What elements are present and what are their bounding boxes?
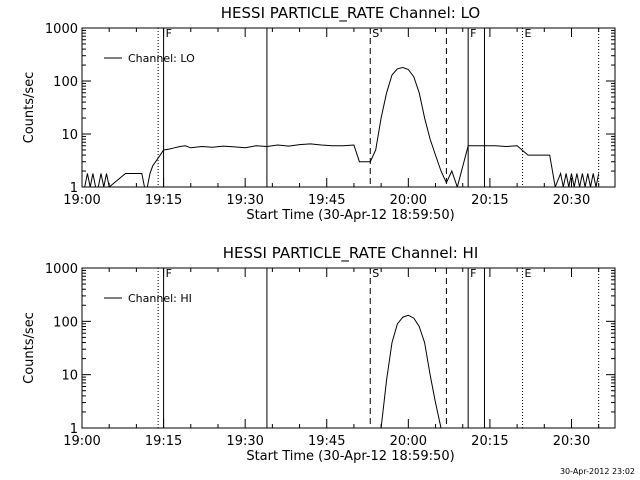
data-series-line (82, 66, 600, 187)
event-marker-label: F (470, 267, 476, 280)
y-axis-label: Counts/sec (22, 312, 37, 384)
x-tick-label: 20:00 (390, 434, 427, 449)
chart-title: HESSI PARTICLE_RATE Channel: HI (223, 244, 479, 263)
x-tick-label: 20:00 (390, 193, 427, 208)
y-tick-label: 100 (53, 315, 78, 330)
chart-title: HESSI PARTICLE_RATE Channel: LO (221, 4, 480, 23)
chart-panel-1: HESSI PARTICLE_RATE Channel: LO Counts/se… (22, 4, 616, 223)
y-tick-label: 100 (53, 75, 78, 90)
y-tick-label: 1000 (45, 22, 78, 37)
event-marker-label: F (166, 27, 172, 40)
x-tick-label: 19:00 (63, 193, 100, 208)
y-tick-label: 10 (61, 369, 78, 384)
data-series-line (380, 314, 442, 428)
x-tick-label: 19:30 (226, 434, 263, 449)
x-axis-label: Start Time (30-Apr-12 18:59:50) (246, 208, 454, 223)
y-tick-label: 1000 (45, 262, 78, 277)
y-tick-label: 1 (70, 181, 78, 196)
footer-timestamp: 30-Apr-2012 23:02 (560, 467, 635, 476)
y-axis-label: Counts/sec (22, 72, 37, 144)
x-tick-label: 19:00 (63, 434, 100, 449)
x-tick-label: 19:45 (308, 434, 345, 449)
x-tick-label: 20:30 (553, 434, 590, 449)
y-tick-label: 10 (61, 128, 78, 143)
x-tick-label: 19:45 (308, 193, 345, 208)
event-marker-label: S (372, 27, 379, 40)
event-marker-label: F (166, 267, 172, 280)
event-marker-label: E (525, 267, 532, 280)
event-marker-label: F (470, 27, 476, 40)
chart-panel-2: HESSI PARTICLE_RATE Channel: HI Counts/se… (22, 244, 616, 464)
event-marker-label: S (372, 267, 379, 280)
plot-frame (81, 27, 616, 188)
x-tick-label: 19:15 (145, 434, 182, 449)
event-marker-label: E (525, 27, 532, 40)
x-tick-label: 19:30 (226, 193, 263, 208)
x-tick-label: 20:15 (471, 193, 508, 208)
y-tick-label: 1 (70, 422, 78, 437)
x-tick-label: 19:15 (145, 193, 182, 208)
legend-label: Channel: LO (128, 52, 195, 65)
legend-label: Channel: HI (128, 292, 192, 305)
x-tick-label: 20:15 (471, 434, 508, 449)
x-tick-label: 20:30 (553, 193, 590, 208)
x-axis-label: Start Time (30-Apr-12 18:59:50) (246, 449, 454, 464)
plot-frame (81, 267, 616, 429)
